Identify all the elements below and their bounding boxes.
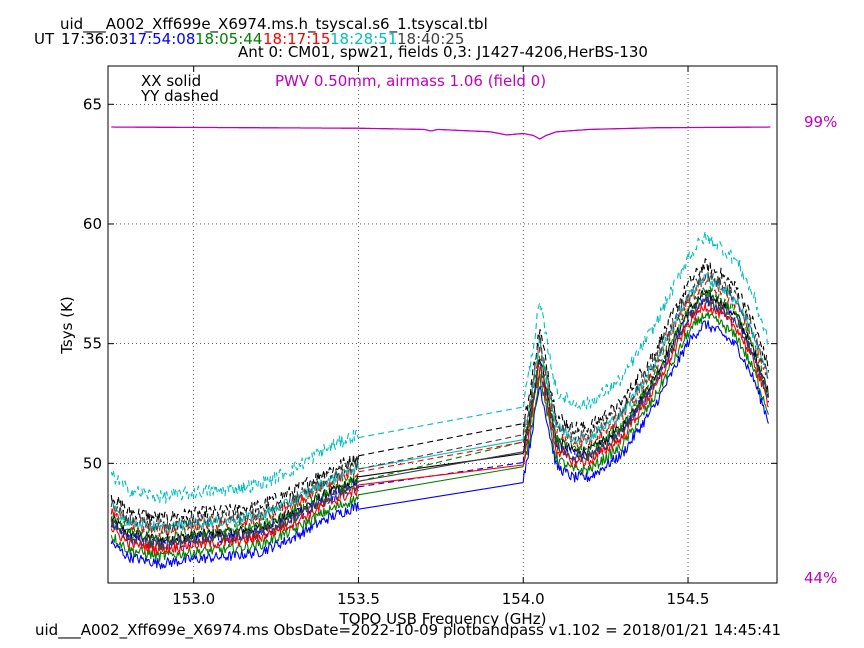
axis-ticks: 153.0 153.5 154.0 154.5 50 55 60 65 <box>83 66 777 608</box>
series-gap-bridge <box>358 439 524 470</box>
series-line-lower <box>110 480 359 551</box>
x-tick-label: 153.5 <box>337 590 380 608</box>
footer-info: uid___A002_Xff699e_X6974.ms ObsDate=2022… <box>35 621 781 640</box>
series-line-upper <box>522 230 769 411</box>
time-label: 17:54:08 <box>128 30 195 48</box>
series-line-lower <box>110 479 360 551</box>
pwv-label: PWV 0.50mm, airmass 1.06 (field 0) <box>275 72 546 90</box>
series-line-upper <box>522 302 769 467</box>
transmission-group <box>111 126 771 140</box>
series-gap-bridge <box>358 464 524 486</box>
y-tick-label: 65 <box>83 95 102 113</box>
legend-xx: XX solid <box>141 72 201 90</box>
series-gap-bridge <box>358 441 524 473</box>
series-line-upper <box>522 258 769 435</box>
x-axis-label: TOPO USB Frequency (GHz) <box>339 610 547 628</box>
time-label: 18:17:15 <box>263 30 330 48</box>
series-gap-bridge <box>358 406 524 439</box>
y-tick-label: 60 <box>83 215 102 233</box>
series-line-upper <box>522 320 769 483</box>
series-line-upper <box>522 272 769 441</box>
x-tick-label: 153.0 <box>172 590 215 608</box>
transmission-min-label: 44% <box>804 569 837 587</box>
series-gap-bridge <box>358 452 524 478</box>
series-gap-bridge <box>358 482 524 510</box>
series-line-lower <box>110 461 360 534</box>
time-label: 18:05:44 <box>195 30 262 48</box>
series-line-lower <box>110 429 359 504</box>
time-label: 17:36:03 <box>61 30 128 48</box>
transmission-max-label: 99% <box>804 113 837 131</box>
y-tick-label: 50 <box>83 454 102 472</box>
series-line-lower <box>110 484 359 555</box>
transmission-curve <box>111 126 771 140</box>
x-tick-label: 154.0 <box>502 590 545 608</box>
plot-frame <box>107 65 778 584</box>
series-gap-bridge <box>358 466 524 496</box>
series-line-upper <box>522 310 769 475</box>
series-line-lower <box>110 494 360 562</box>
series-line-upper <box>522 294 769 462</box>
plot-subtitle: Ant 0: CM01, spw21, fields 0,3: J1427-42… <box>238 43 648 61</box>
y-tick-label: 55 <box>83 335 102 353</box>
series-line-upper <box>522 285 769 454</box>
series-gap-bridge <box>358 441 524 482</box>
series-group <box>110 230 769 570</box>
y-axis-label: Tsys (K) <box>58 296 76 355</box>
x-tick-label: 154.5 <box>667 590 710 608</box>
series-gap-bridge <box>358 434 524 470</box>
time-label: 18:40:25 <box>397 30 464 48</box>
plot-area <box>108 66 777 583</box>
ut-label: UT <box>34 30 55 48</box>
time-label: 18:28:51 <box>330 30 397 48</box>
series-line-lower <box>110 453 360 526</box>
file-title: uid___A002_Xff699e_X6974.ms.h_tsyscal.s6… <box>60 15 488 34</box>
series-gap-bridge <box>358 451 524 482</box>
series-gap-bridge <box>358 423 524 457</box>
series-line-lower <box>110 502 360 570</box>
series-line-lower <box>110 473 359 543</box>
ut-times: 17:36:03 17:54:08 18:05:44 18:17:15 18:2… <box>61 30 464 48</box>
legend-yy: YY dashed <box>140 87 219 105</box>
